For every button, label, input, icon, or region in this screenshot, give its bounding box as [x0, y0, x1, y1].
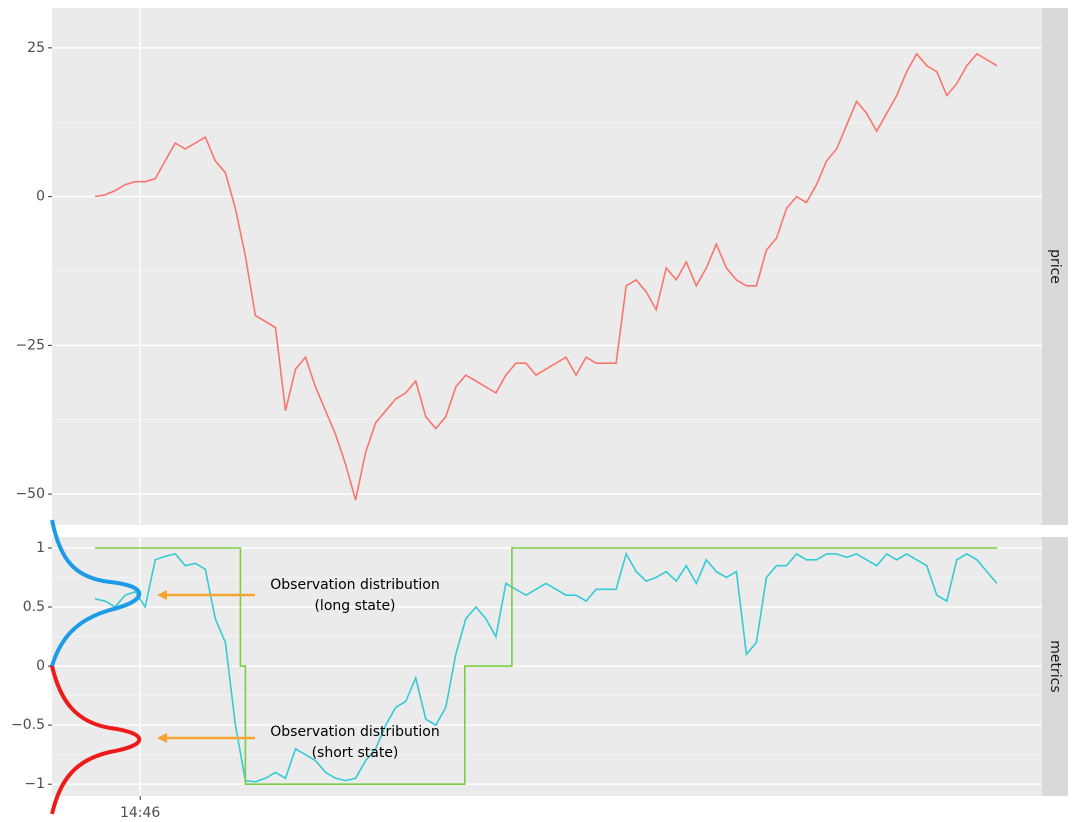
annotation: (short state): [312, 745, 399, 761]
y-tick-label: 0: [36, 189, 45, 205]
annotation: Observation distribution: [270, 724, 439, 740]
y-tick-label: −1: [24, 776, 45, 792]
y-tick-label: 0: [36, 658, 45, 674]
y-tick-label: 25: [27, 40, 45, 56]
strip: [1042, 537, 1068, 796]
distribution-overlay: Observation distribution (long state) Ob…: [50, 519, 440, 815]
y-tick-label: 1: [36, 540, 45, 556]
strip-label: price: [1047, 249, 1063, 284]
y-tick-label: −0.5: [11, 717, 45, 733]
arrows: [157, 590, 255, 743]
series-line: [95, 547, 997, 785]
strip-label: metrics: [1047, 640, 1063, 692]
panel-background: [52, 8, 1042, 525]
series-line: [94, 52, 998, 501]
long-distribution-curve: [50, 519, 142, 667]
short-distribution-curve: [50, 665, 142, 815]
y-tick-label: −25: [15, 337, 45, 353]
y-tick-label: −50: [15, 486, 45, 502]
arrow-head: [157, 590, 167, 600]
strip: [1042, 8, 1068, 525]
y-tick-label: 0.5: [23, 599, 45, 615]
annotation: Observation distribution: [270, 577, 439, 593]
x-tick-label: 14:46: [120, 805, 160, 821]
annotation: (long state): [314, 598, 395, 614]
arrow-head: [157, 733, 167, 743]
